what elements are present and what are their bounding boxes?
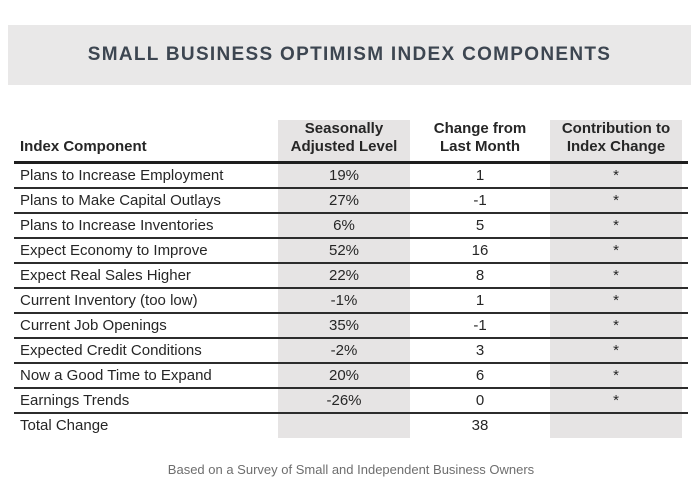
table-row: Plans to Increase Inventories 6% 5 * [14,213,688,239]
filler-cell [682,120,688,164]
row-level: 22% [278,263,410,289]
table-row: Now a Good Time to Expand 20% 6 * [14,363,688,389]
row-label: Expect Real Sales Higher [14,263,278,289]
row-change: 6 [410,363,550,389]
row-level: 27% [278,188,410,214]
row-label: Plans to Increase Employment [14,162,278,189]
row-contribution: * [550,263,682,289]
row-label: Now a Good Time to Expand [14,363,278,389]
table-row: Plans to Make Capital Outlays 27% -1 * [14,188,688,214]
row-contribution: * [550,288,682,314]
row-label: Current Inventory (too low) [14,288,278,314]
row-level: -2% [278,338,410,364]
row-level: 20% [278,363,410,389]
filler-cell [682,263,688,289]
row-change: 1 [410,162,550,189]
row-contribution: * [550,188,682,214]
row-label: Expect Economy to Improve [14,238,278,264]
filler-cell [682,413,688,438]
row-change: 16 [410,238,550,264]
row-contribution: * [550,162,682,189]
column-header-index-component: Index Component [14,120,278,164]
table-row: Expect Economy to Improve 52% 16 * [14,238,688,264]
column-header-change-from-last-month: Change from Last Month [410,120,550,164]
filler-cell [682,313,688,339]
page-title: SMALL BUSINESS OPTIMISM INDEX COMPONENTS [87,44,612,65]
header-line: Seasonally [304,120,384,137]
row-level: 52% [278,238,410,264]
filler-cell [682,213,688,239]
row-change: 8 [410,263,550,289]
filler-cell [682,363,688,389]
total-level [278,413,410,438]
row-contribution: * [550,363,682,389]
row-label: Expected Credit Conditions [14,338,278,364]
row-change: 1 [410,288,550,314]
filler-cell [682,288,688,314]
total-change: 38 [471,417,489,434]
total-label: Total Change [20,417,109,434]
row-level: -1% [278,288,410,314]
row-level: 19% [278,162,410,189]
header-line: Adjusted Level [290,138,398,155]
header-line: Index Change [566,138,666,155]
source-footnote: Based on a Survey of Small and Independe… [167,462,535,477]
row-level: -26% [278,388,410,414]
row-label: Plans to Make Capital Outlays [14,188,278,214]
row-contribution: * [550,213,682,239]
table-row: Expected Credit Conditions -2% 3 * [14,338,688,364]
filler-cell [682,238,688,264]
title-banner: SMALL BUSINESS OPTIMISM INDEX COMPONENTS [8,25,691,85]
table-row: Current Job Openings 35% -1 * [14,313,688,339]
row-label: Current Job Openings [14,313,278,339]
row-contribution: * [550,388,682,414]
table-row: Expect Real Sales Higher 22% 8 * [14,263,688,289]
header-line: Contribution to [561,120,671,137]
header-line: Change from [433,120,527,137]
row-contribution: * [550,313,682,339]
row-level: 6% [278,213,410,239]
row-contribution: * [550,238,682,264]
row-change: -1 [410,188,550,214]
row-change: -1 [410,313,550,339]
row-level: 35% [278,313,410,339]
table-row: Current Inventory (too low) -1% 1 * [14,288,688,314]
table-row: Earnings Trends -26% 0 * [14,388,688,414]
filler-cell [682,388,688,414]
table-row: Plans to Increase Employment 19% 1 * [14,162,688,189]
row-label: Plans to Increase Inventories [14,213,278,239]
column-header-contribution-to-index-change: Contribution to Index Change [550,120,682,164]
row-contribution: * [550,338,682,364]
row-change: 3 [410,338,550,364]
components-table: Index Component Seasonally Adjusted Leve… [14,120,688,438]
row-label: Earnings Trends [14,388,278,414]
row-change: 5 [410,213,550,239]
total-row: Total Change 38 [14,413,688,438]
row-change: 0 [410,388,550,414]
header-line: Last Month [440,138,520,155]
header-row: Index Component Seasonally Adjusted Leve… [14,120,688,164]
filler-cell [682,338,688,364]
column-header-seasonally-adjusted-level: Seasonally Adjusted Level [278,120,410,164]
total-contribution [550,413,682,438]
filler-cell [682,188,688,214]
filler-cell [682,162,688,189]
